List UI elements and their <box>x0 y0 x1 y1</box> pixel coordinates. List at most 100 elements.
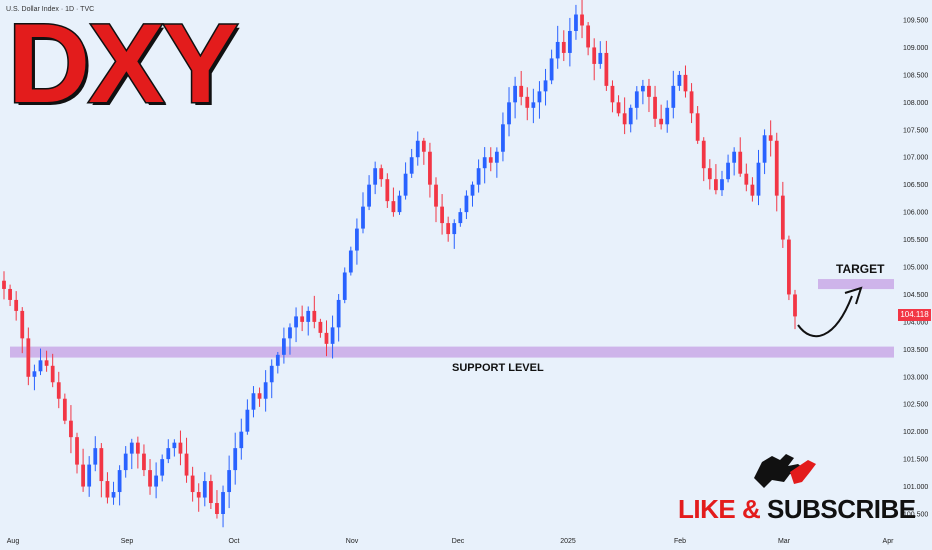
candle-body <box>507 102 511 125</box>
support-zone <box>10 346 894 358</box>
candle-body <box>2 280 6 289</box>
y-tick-label: 107.000 <box>903 155 928 162</box>
candle-body <box>677 74 682 86</box>
candle-body <box>62 398 67 421</box>
candle-body <box>172 442 177 449</box>
candle-body <box>385 179 390 202</box>
candle-body <box>93 448 98 465</box>
candle-body <box>69 420 73 438</box>
candle-body <box>99 448 104 482</box>
candle-body <box>348 250 353 273</box>
candle-body <box>251 393 256 410</box>
candle-body <box>148 470 152 487</box>
like-subscribe-banner[interactable]: LIKE & SUBSCRIBE <box>678 494 916 525</box>
candle-body <box>8 288 12 300</box>
candle-body <box>403 173 408 196</box>
target-label: TARGET <box>836 262 885 276</box>
candle-body <box>574 14 578 31</box>
candle-body <box>501 124 505 152</box>
candle-body <box>135 442 140 454</box>
y-tick-label: 109.000 <box>903 45 928 52</box>
y-tick-label: 107.500 <box>903 127 928 134</box>
candle-body <box>780 195 785 240</box>
y-tick-label: 108.000 <box>903 100 928 107</box>
candle-body <box>397 195 402 213</box>
candle-body <box>428 151 432 185</box>
like-text: LIKE <box>678 494 736 524</box>
ticker-title-text: DXY <box>6 1 240 126</box>
y-tick-label: 103.500 <box>903 347 928 354</box>
candle-body <box>361 206 365 229</box>
candle-body <box>793 294 797 317</box>
candle-body <box>555 41 560 59</box>
candle-body <box>494 151 499 163</box>
candle-body <box>616 102 621 114</box>
candle-body <box>342 272 347 300</box>
candle-body <box>38 360 43 372</box>
candle-body <box>129 442 134 454</box>
candle-body <box>598 52 603 64</box>
candle-body <box>239 431 244 449</box>
x-tick-label: Oct <box>229 538 240 545</box>
candle-body <box>355 228 359 251</box>
candle-body <box>123 453 128 471</box>
candle-body <box>452 223 457 235</box>
candle-body <box>659 118 664 125</box>
candle-body <box>519 85 524 97</box>
candle-body <box>537 91 542 103</box>
candle-body <box>592 47 597 64</box>
candle-body <box>154 475 159 487</box>
arrow-head <box>844 286 863 305</box>
candle-body <box>142 453 146 471</box>
candle-body <box>178 442 183 454</box>
candle-body <box>470 184 475 196</box>
candle-body <box>202 481 207 498</box>
bull-bear-icon <box>754 454 816 488</box>
y-tick-label: 103.000 <box>903 374 928 381</box>
candle-body <box>482 157 487 169</box>
y-tick-label: 109.500 <box>903 18 928 25</box>
candle-body <box>695 113 700 141</box>
candle-body <box>373 168 378 185</box>
candle-body <box>531 102 536 108</box>
candle-body <box>628 107 633 125</box>
candle-body <box>288 327 292 339</box>
price-axis <box>895 0 932 550</box>
candle-body <box>488 157 493 163</box>
candle-body <box>75 437 79 465</box>
candle-body <box>756 162 761 196</box>
x-tick-label: Dec <box>452 538 465 545</box>
plot-area <box>0 0 895 532</box>
ampersand-text: & <box>741 494 761 524</box>
candle-body <box>50 365 55 383</box>
x-tick-label: 2025 <box>560 538 576 545</box>
x-tick-label: Mar <box>778 538 791 545</box>
candle-body <box>415 140 420 158</box>
x-tick-label: Nov <box>346 538 359 545</box>
candle-body <box>269 365 274 383</box>
candle-body <box>720 179 724 191</box>
candle-body <box>312 310 317 322</box>
candle-body <box>640 85 645 92</box>
candle-body <box>184 453 189 476</box>
candle-body <box>318 321 323 333</box>
candle-body <box>446 223 451 235</box>
candle-body <box>634 91 639 108</box>
candle-body <box>726 162 730 180</box>
y-tick-label: 104.500 <box>903 292 928 299</box>
candle-body <box>665 107 670 125</box>
candle-body <box>282 338 286 355</box>
candle-body <box>561 41 566 53</box>
candle-body <box>20 310 25 339</box>
candle-body <box>44 360 49 366</box>
candle-body <box>738 151 743 174</box>
candle-body <box>458 212 463 224</box>
candle-body <box>245 409 250 432</box>
candle-body <box>190 475 195 493</box>
candle-body <box>233 448 238 471</box>
y-tick-label: 105.000 <box>903 265 928 272</box>
candle-body <box>275 354 280 366</box>
candle-body <box>32 371 37 377</box>
candle-body <box>336 299 341 328</box>
